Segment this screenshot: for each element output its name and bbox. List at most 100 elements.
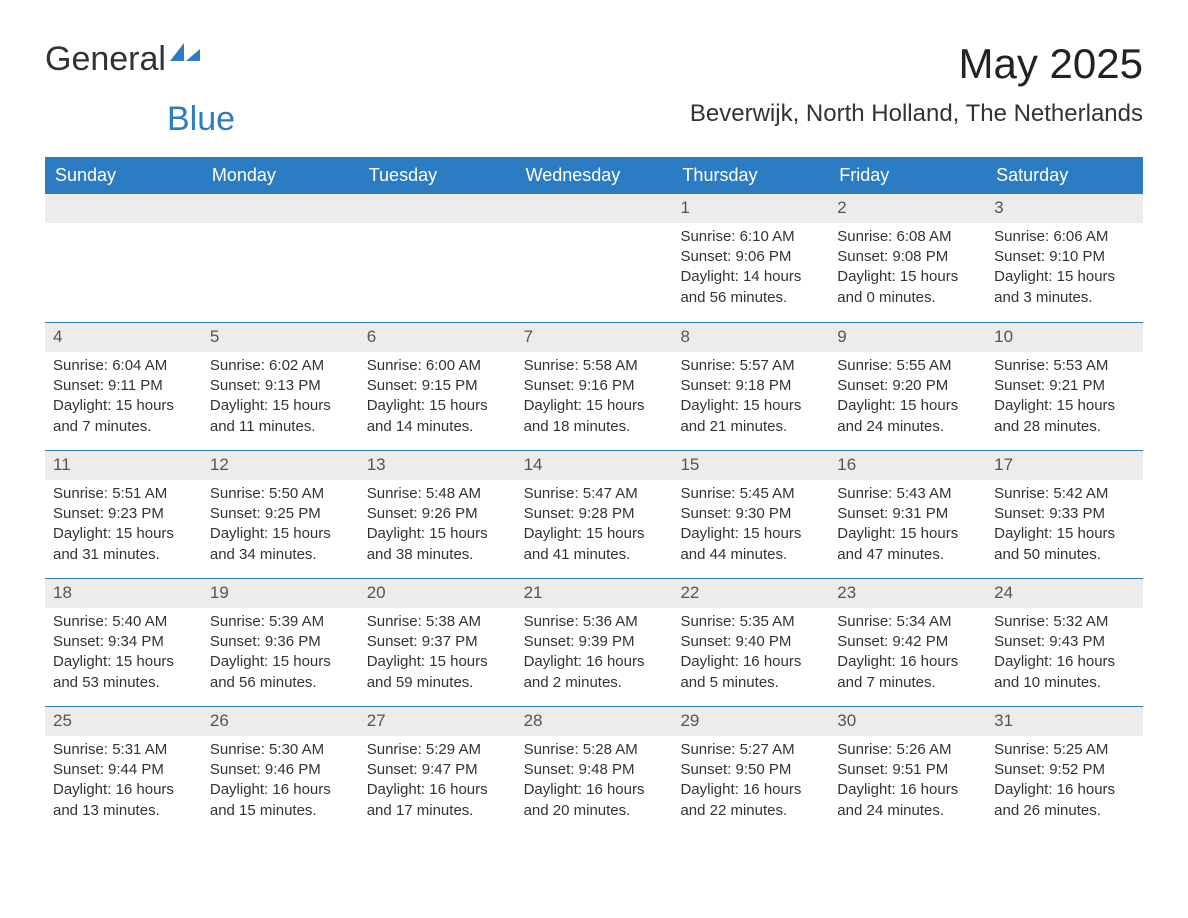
daylight-line1: Daylight: 15 hours (210, 652, 351, 672)
sunset-text: Sunset: 9:30 PM (680, 504, 821, 524)
calendar-week: 4Sunrise: 6:04 AMSunset: 9:11 PMDaylight… (45, 322, 1143, 450)
sunset-text: Sunset: 9:40 PM (680, 632, 821, 652)
brand-part1: General (45, 40, 166, 79)
day-number: 7 (516, 323, 673, 352)
cell-body: Sunrise: 5:38 AMSunset: 9:37 PMDaylight:… (359, 608, 516, 703)
day-number: 16 (829, 451, 986, 480)
daylight-line1: Daylight: 15 hours (367, 652, 508, 672)
cell-body: Sunrise: 5:48 AMSunset: 9:26 PMDaylight:… (359, 480, 516, 575)
daylight-line2: and 41 minutes. (524, 545, 665, 565)
cell-body: Sunrise: 5:28 AMSunset: 9:48 PMDaylight:… (516, 736, 673, 831)
cell-body: Sunrise: 6:08 AMSunset: 9:08 PMDaylight:… (829, 223, 986, 318)
calendar-cell: 15Sunrise: 5:45 AMSunset: 9:30 PMDayligh… (672, 451, 829, 578)
sunset-text: Sunset: 9:42 PM (837, 632, 978, 652)
cell-body: Sunrise: 5:55 AMSunset: 9:20 PMDaylight:… (829, 352, 986, 447)
sunset-text: Sunset: 9:48 PM (524, 760, 665, 780)
daylight-line2: and 0 minutes. (837, 288, 978, 308)
day-number: 31 (986, 707, 1143, 736)
cell-body: Sunrise: 5:26 AMSunset: 9:51 PMDaylight:… (829, 736, 986, 831)
sunrise-text: Sunrise: 5:31 AM (53, 740, 194, 760)
cell-body: Sunrise: 5:40 AMSunset: 9:34 PMDaylight:… (45, 608, 202, 703)
sunset-text: Sunset: 9:44 PM (53, 760, 194, 780)
calendar-cell: 7Sunrise: 5:58 AMSunset: 9:16 PMDaylight… (516, 323, 673, 450)
brand-logo: General (45, 40, 200, 79)
daylight-line1: Daylight: 15 hours (994, 524, 1135, 544)
day-number: 17 (986, 451, 1143, 480)
cell-body: Sunrise: 5:58 AMSunset: 9:16 PMDaylight:… (516, 352, 673, 447)
daylight-line2: and 22 minutes. (680, 801, 821, 821)
daylight-line2: and 15 minutes. (210, 801, 351, 821)
sunset-text: Sunset: 9:36 PM (210, 632, 351, 652)
daylight-line1: Daylight: 15 hours (210, 396, 351, 416)
cell-body: Sunrise: 5:29 AMSunset: 9:47 PMDaylight:… (359, 736, 516, 831)
sunrise-text: Sunrise: 6:02 AM (210, 356, 351, 376)
calendar-cell: 23Sunrise: 5:34 AMSunset: 9:42 PMDayligh… (829, 579, 986, 706)
calendar-cell: 13Sunrise: 5:48 AMSunset: 9:26 PMDayligh… (359, 451, 516, 578)
calendar-cell: 9Sunrise: 5:55 AMSunset: 9:20 PMDaylight… (829, 323, 986, 450)
calendar-cell: 18Sunrise: 5:40 AMSunset: 9:34 PMDayligh… (45, 579, 202, 706)
cell-body: Sunrise: 5:31 AMSunset: 9:44 PMDaylight:… (45, 736, 202, 831)
cell-body: Sunrise: 5:45 AMSunset: 9:30 PMDaylight:… (672, 480, 829, 575)
sunset-text: Sunset: 9:52 PM (994, 760, 1135, 780)
daylight-line2: and 50 minutes. (994, 545, 1135, 565)
sunset-text: Sunset: 9:43 PM (994, 632, 1135, 652)
weekday-header: Thursday (672, 157, 829, 194)
weekday-header: Friday (829, 157, 986, 194)
daylight-line2: and 7 minutes. (53, 417, 194, 437)
day-number: 4 (45, 323, 202, 352)
sunset-text: Sunset: 9:26 PM (367, 504, 508, 524)
daylight-line2: and 21 minutes. (680, 417, 821, 437)
day-number: 24 (986, 579, 1143, 608)
daylight-line2: and 59 minutes. (367, 673, 508, 693)
calendar-cell: 3Sunrise: 6:06 AMSunset: 9:10 PMDaylight… (986, 194, 1143, 322)
day-number: 8 (672, 323, 829, 352)
daylight-line2: and 2 minutes. (524, 673, 665, 693)
sunset-text: Sunset: 9:31 PM (837, 504, 978, 524)
sunset-text: Sunset: 9:37 PM (367, 632, 508, 652)
sunrise-text: Sunrise: 5:42 AM (994, 484, 1135, 504)
cell-body: Sunrise: 5:30 AMSunset: 9:46 PMDaylight:… (202, 736, 359, 831)
daylight-line1: Daylight: 15 hours (524, 524, 665, 544)
day-number: 6 (359, 323, 516, 352)
calendar-cell: 12Sunrise: 5:50 AMSunset: 9:25 PMDayligh… (202, 451, 359, 578)
cell-body: Sunrise: 5:32 AMSunset: 9:43 PMDaylight:… (986, 608, 1143, 703)
day-number: 13 (359, 451, 516, 480)
daylight-line1: Daylight: 16 hours (837, 780, 978, 800)
sunrise-text: Sunrise: 5:48 AM (367, 484, 508, 504)
daylight-line1: Daylight: 15 hours (367, 524, 508, 544)
calendar-cell: 28Sunrise: 5:28 AMSunset: 9:48 PMDayligh… (516, 707, 673, 834)
daylight-line1: Daylight: 16 hours (210, 780, 351, 800)
sunset-text: Sunset: 9:18 PM (680, 376, 821, 396)
day-number: 12 (202, 451, 359, 480)
sunrise-text: Sunrise: 5:50 AM (210, 484, 351, 504)
calendar-cell: 27Sunrise: 5:29 AMSunset: 9:47 PMDayligh… (359, 707, 516, 834)
calendar-cell: 19Sunrise: 5:39 AMSunset: 9:36 PMDayligh… (202, 579, 359, 706)
sunset-text: Sunset: 9:06 PM (680, 247, 821, 267)
daylight-line1: Daylight: 15 hours (837, 396, 978, 416)
calendar-week: 25Sunrise: 5:31 AMSunset: 9:44 PMDayligh… (45, 706, 1143, 834)
sunrise-text: Sunrise: 5:51 AM (53, 484, 194, 504)
daylight-line1: Daylight: 15 hours (53, 652, 194, 672)
brand-part2: Blue (167, 100, 235, 138)
weekday-header: Sunday (45, 157, 202, 194)
daylight-line1: Daylight: 15 hours (994, 267, 1135, 287)
daylight-line1: Daylight: 15 hours (53, 524, 194, 544)
calendar-cell: 24Sunrise: 5:32 AMSunset: 9:43 PMDayligh… (986, 579, 1143, 706)
sunrise-text: Sunrise: 5:47 AM (524, 484, 665, 504)
sunset-text: Sunset: 9:08 PM (837, 247, 978, 267)
daylight-line2: and 24 minutes. (837, 417, 978, 437)
cell-body: Sunrise: 5:39 AMSunset: 9:36 PMDaylight:… (202, 608, 359, 703)
sunset-text: Sunset: 9:20 PM (837, 376, 978, 396)
sunrise-text: Sunrise: 5:34 AM (837, 612, 978, 632)
day-number (359, 194, 516, 223)
day-number: 18 (45, 579, 202, 608)
daylight-line2: and 56 minutes. (210, 673, 351, 693)
daylight-line1: Daylight: 15 hours (367, 396, 508, 416)
daylight-line1: Daylight: 16 hours (680, 652, 821, 672)
sunrise-text: Sunrise: 5:53 AM (994, 356, 1135, 376)
sunrise-text: Sunrise: 6:10 AM (680, 227, 821, 247)
cell-body: Sunrise: 5:27 AMSunset: 9:50 PMDaylight:… (672, 736, 829, 831)
calendar-cell (45, 194, 202, 322)
sunrise-text: Sunrise: 6:00 AM (367, 356, 508, 376)
sunrise-text: Sunrise: 5:57 AM (680, 356, 821, 376)
